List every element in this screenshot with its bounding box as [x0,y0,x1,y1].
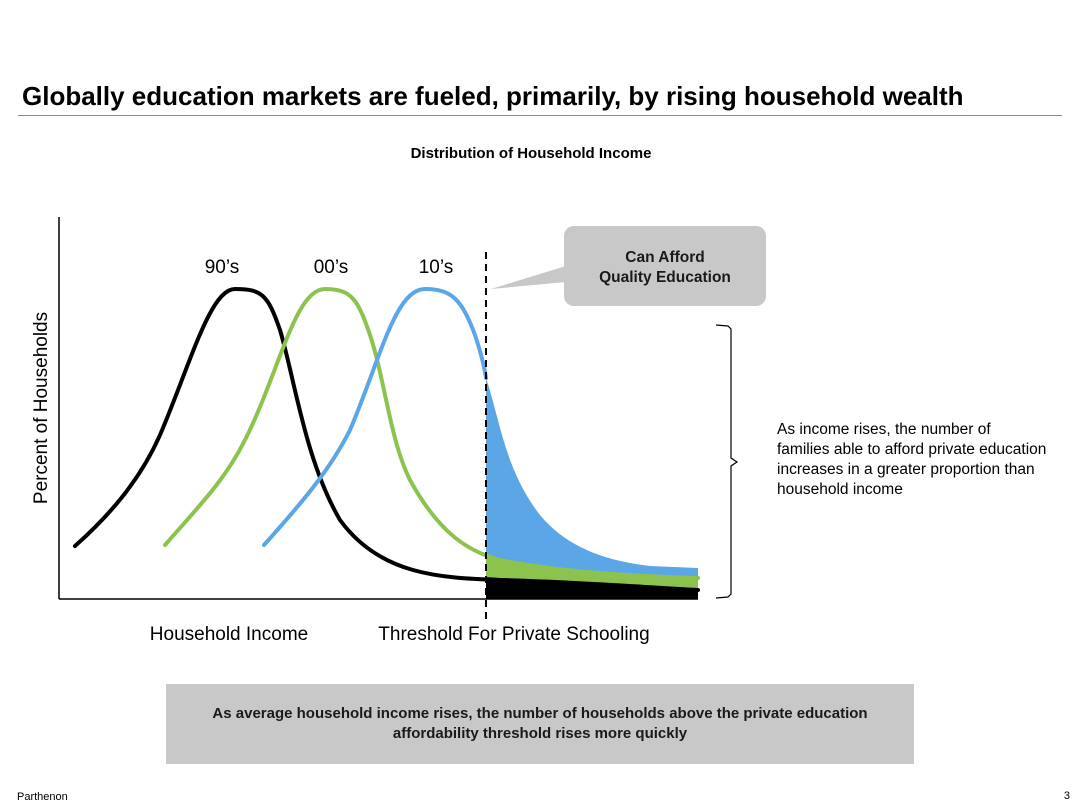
area-10s-above-threshold [486,378,698,578]
callout-line-1: Can Afford [625,249,705,266]
takeaway-banner: As average household income rises, the n… [166,684,914,764]
threshold-label: Threshold For Private Schooling [378,624,649,645]
x-axis-label: Household Income [150,624,308,645]
chart-title: Distribution of Household Income [410,145,652,162]
series-label-10s: 10’s [419,257,454,278]
title-divider [18,115,1062,116]
page-number: 3 [1063,790,1070,802]
slide-title: Globally education markets are fueled, p… [22,81,964,111]
callout-line-2: Quality Education [599,269,731,286]
bracket-annotation: As income rises, the number of families … [777,421,1047,498]
curve-10s [262,287,488,547]
takeaway-text: As average household income rises, the n… [212,705,868,742]
footer-brand: Parthenon [17,791,68,803]
series-label-90s: 90’s [205,257,240,278]
curve-90s [73,287,700,592]
series-label-00s: 00’s [314,257,349,278]
callout-bubble: Can Afford Quality Education [491,226,766,306]
bracket [715,324,739,599]
curve-00s [163,287,700,580]
y-axis-label: Percent of Households [31,312,52,504]
